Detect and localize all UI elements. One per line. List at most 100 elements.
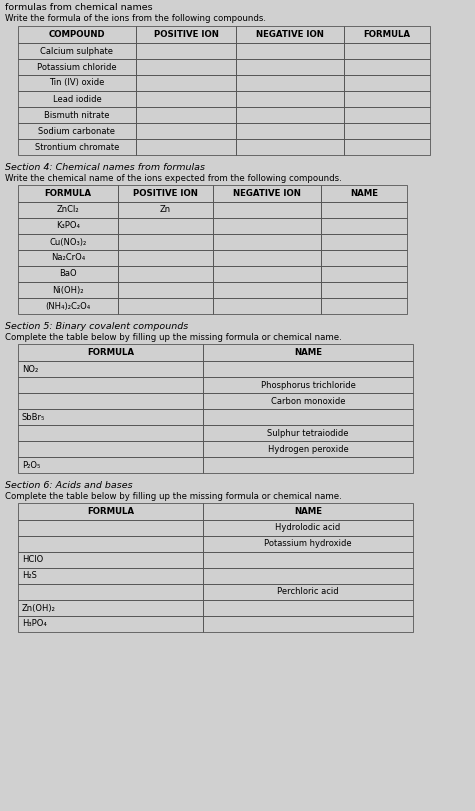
Bar bbox=[18, 457, 203, 473]
Bar bbox=[213, 218, 321, 234]
Text: Potassium hydroxide: Potassium hydroxide bbox=[264, 539, 352, 548]
Bar bbox=[18, 503, 203, 520]
Bar bbox=[18, 202, 118, 218]
Bar bbox=[18, 139, 136, 155]
Text: NEGATIVE ION: NEGATIVE ION bbox=[233, 189, 301, 198]
Text: Na₂CrO₄: Na₂CrO₄ bbox=[51, 254, 85, 263]
Bar bbox=[18, 393, 203, 409]
Text: Sodium carbonate: Sodium carbonate bbox=[38, 127, 115, 135]
Text: H₂S: H₂S bbox=[22, 572, 37, 581]
Text: Hydrogen peroxide: Hydrogen peroxide bbox=[267, 444, 348, 453]
Text: H₃PO₄: H₃PO₄ bbox=[22, 620, 47, 629]
Text: FORMULA: FORMULA bbox=[363, 30, 410, 39]
Text: Write the chemical name of the ions expected from the following compounds.: Write the chemical name of the ions expe… bbox=[5, 174, 342, 183]
Text: FORMULA: FORMULA bbox=[87, 348, 134, 357]
Text: NAME: NAME bbox=[294, 348, 322, 357]
Text: FORMULA: FORMULA bbox=[45, 189, 92, 198]
Bar bbox=[118, 282, 213, 298]
Text: Section 5: Binary covalent compounds: Section 5: Binary covalent compounds bbox=[5, 322, 188, 331]
Text: Potassium chloride: Potassium chloride bbox=[37, 62, 117, 71]
Bar bbox=[321, 266, 407, 282]
Text: SbBr₅: SbBr₅ bbox=[22, 413, 46, 422]
Bar bbox=[321, 202, 407, 218]
Bar bbox=[203, 425, 413, 441]
Bar bbox=[236, 91, 344, 107]
Bar bbox=[118, 202, 213, 218]
Text: NEGATIVE ION: NEGATIVE ION bbox=[256, 30, 324, 39]
Bar bbox=[18, 552, 203, 568]
Bar bbox=[136, 26, 236, 43]
Text: Section 4: Chemical names from formulas: Section 4: Chemical names from formulas bbox=[5, 163, 205, 172]
Text: Carbon monoxide: Carbon monoxide bbox=[271, 397, 345, 406]
Text: formulas from chemical names: formulas from chemical names bbox=[5, 3, 152, 12]
Bar bbox=[18, 361, 203, 377]
Bar bbox=[203, 409, 413, 425]
Bar bbox=[203, 584, 413, 600]
Bar bbox=[236, 139, 344, 155]
Bar bbox=[18, 91, 136, 107]
Bar bbox=[18, 409, 203, 425]
Bar bbox=[321, 298, 407, 314]
Bar bbox=[18, 26, 136, 43]
Bar bbox=[344, 139, 430, 155]
Text: P₂O₅: P₂O₅ bbox=[22, 461, 40, 470]
Bar bbox=[321, 250, 407, 266]
Bar bbox=[203, 600, 413, 616]
Text: Hydrolodic acid: Hydrolodic acid bbox=[276, 523, 341, 533]
Bar bbox=[18, 234, 118, 250]
Bar bbox=[18, 185, 118, 202]
Bar bbox=[18, 59, 136, 75]
Bar bbox=[18, 107, 136, 123]
Text: Section 6: Acids and bases: Section 6: Acids and bases bbox=[5, 481, 133, 490]
Bar bbox=[344, 75, 430, 91]
Bar bbox=[118, 250, 213, 266]
Bar bbox=[344, 123, 430, 139]
Bar bbox=[213, 202, 321, 218]
Bar bbox=[18, 536, 203, 552]
Bar bbox=[18, 43, 136, 59]
Bar bbox=[213, 234, 321, 250]
Bar bbox=[18, 75, 136, 91]
Text: Perchloric acid: Perchloric acid bbox=[277, 587, 339, 597]
Bar bbox=[236, 43, 344, 59]
Bar bbox=[18, 218, 118, 234]
Bar bbox=[18, 520, 203, 536]
Bar bbox=[213, 266, 321, 282]
Bar bbox=[18, 377, 203, 393]
Bar bbox=[321, 185, 407, 202]
Text: NAME: NAME bbox=[350, 189, 378, 198]
Text: Calcium sulphate: Calcium sulphate bbox=[40, 46, 114, 55]
Bar bbox=[18, 250, 118, 266]
Text: Zn: Zn bbox=[160, 205, 171, 214]
Bar bbox=[136, 75, 236, 91]
Text: COMPOUND: COMPOUND bbox=[48, 30, 105, 39]
Bar bbox=[213, 185, 321, 202]
Bar bbox=[203, 616, 413, 632]
Bar bbox=[18, 123, 136, 139]
Text: POSITIVE ION: POSITIVE ION bbox=[153, 30, 218, 39]
Text: (NH₄)₂C₂O₄: (NH₄)₂C₂O₄ bbox=[46, 302, 91, 311]
Bar bbox=[203, 503, 413, 520]
Bar bbox=[236, 26, 344, 43]
Text: FORMULA: FORMULA bbox=[87, 507, 134, 516]
Bar bbox=[18, 600, 203, 616]
Bar bbox=[18, 298, 118, 314]
Bar bbox=[136, 43, 236, 59]
Text: Sulphur tetraiodide: Sulphur tetraiodide bbox=[267, 428, 349, 437]
Bar bbox=[136, 91, 236, 107]
Bar bbox=[18, 282, 118, 298]
Bar bbox=[136, 107, 236, 123]
Bar bbox=[213, 250, 321, 266]
Text: Ni(OH)₂: Ni(OH)₂ bbox=[52, 285, 84, 294]
Bar bbox=[18, 568, 203, 584]
Bar bbox=[18, 441, 203, 457]
Bar bbox=[18, 584, 203, 600]
Text: Lead iodide: Lead iodide bbox=[53, 95, 101, 104]
Bar bbox=[136, 59, 236, 75]
Text: Tin (IV) oxide: Tin (IV) oxide bbox=[49, 79, 104, 88]
Bar bbox=[213, 298, 321, 314]
Text: Complete the table below by filling up the missing formula or chemical name.: Complete the table below by filling up t… bbox=[5, 333, 342, 342]
Bar bbox=[344, 91, 430, 107]
Text: ZnCl₂: ZnCl₂ bbox=[57, 205, 79, 214]
Bar bbox=[18, 344, 203, 361]
